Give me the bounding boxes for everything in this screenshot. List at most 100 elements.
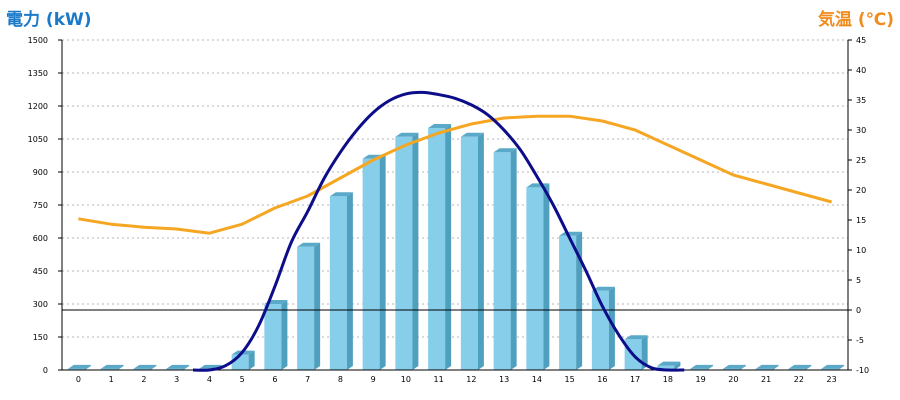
bar-top bbox=[493, 148, 517, 153]
x-tick-label: 12 bbox=[466, 375, 476, 384]
bar bbox=[559, 235, 577, 370]
left-tick-label: 0 bbox=[43, 366, 48, 375]
bar-side bbox=[543, 183, 550, 370]
left-tick-label: 150 bbox=[33, 333, 48, 342]
bar bbox=[657, 365, 675, 370]
bar-side bbox=[84, 364, 91, 370]
bar-top bbox=[100, 364, 124, 369]
x-tick-label: 8 bbox=[338, 375, 343, 384]
bar-side bbox=[477, 132, 484, 370]
temperature-line bbox=[78, 114, 833, 235]
x-tick-label: 7 bbox=[305, 375, 310, 384]
x-tick-label: 3 bbox=[174, 375, 179, 384]
bar-top bbox=[788, 364, 812, 369]
right-tick-label: 0 bbox=[856, 306, 861, 315]
bar-side bbox=[608, 286, 615, 370]
bar bbox=[231, 354, 249, 370]
bar-side bbox=[576, 231, 583, 370]
right-tick-label: 45 bbox=[856, 36, 866, 45]
bar-top bbox=[428, 124, 452, 128]
x-tick-label: 19 bbox=[696, 375, 706, 384]
left-tick-label: 1500 bbox=[28, 36, 48, 45]
x-tick-label: 21 bbox=[761, 375, 771, 384]
x-tick-label: 22 bbox=[794, 375, 804, 384]
left-axis-title: 電力 (kW) bbox=[6, 10, 92, 30]
left-tick-label: 1200 bbox=[28, 102, 48, 111]
bar-side bbox=[707, 364, 714, 370]
x-tick-label: 0 bbox=[76, 375, 81, 384]
right-tick-label: 20 bbox=[856, 186, 866, 195]
right-tick-label: 15 bbox=[856, 216, 866, 225]
bar bbox=[67, 368, 85, 370]
bar bbox=[493, 152, 511, 370]
bar-top bbox=[297, 242, 321, 247]
x-tick-label: 16 bbox=[597, 375, 607, 384]
bar-top bbox=[460, 132, 484, 137]
x-tick-label: 1 bbox=[109, 375, 114, 384]
tick-labels: 01503004506007509001050120013501500-10-5… bbox=[28, 36, 869, 384]
right-tick-label: 40 bbox=[856, 66, 866, 75]
bar-top bbox=[755, 364, 779, 369]
right-tick-label: -10 bbox=[856, 366, 869, 375]
power-curve-line bbox=[192, 90, 685, 372]
bar-side bbox=[248, 350, 255, 370]
bar-top bbox=[690, 364, 714, 369]
bar-top bbox=[657, 361, 681, 366]
bar-top bbox=[624, 335, 648, 340]
right-tick-label: 5 bbox=[856, 276, 861, 285]
bar bbox=[166, 368, 184, 370]
left-tick-label: 900 bbox=[33, 168, 48, 177]
bar-side bbox=[641, 335, 648, 370]
bar bbox=[460, 136, 478, 370]
bar-top bbox=[591, 286, 615, 291]
power-bars bbox=[67, 124, 845, 370]
right-tick-label: 25 bbox=[856, 156, 866, 165]
bar-side bbox=[412, 132, 419, 370]
bar bbox=[297, 246, 315, 370]
bar-side bbox=[379, 154, 386, 370]
bar-side bbox=[674, 361, 681, 370]
bar-top bbox=[67, 364, 91, 369]
bar-top bbox=[559, 231, 583, 236]
left-tick-label: 1350 bbox=[28, 69, 48, 78]
x-tick-label: 2 bbox=[141, 375, 146, 384]
left-tick-label: 300 bbox=[33, 300, 48, 309]
left-tick-label: 1050 bbox=[28, 135, 48, 144]
bar bbox=[526, 187, 544, 370]
bar-side bbox=[772, 364, 779, 370]
left-tick-label: 450 bbox=[33, 267, 48, 276]
bar-side bbox=[805, 364, 812, 370]
right-tick-label: -5 bbox=[856, 336, 864, 345]
bar-top bbox=[821, 364, 845, 369]
right-tick-label: 30 bbox=[856, 126, 866, 135]
bar-side bbox=[281, 300, 288, 370]
right-tick-label: 10 bbox=[856, 246, 866, 255]
bar bbox=[755, 368, 773, 370]
bar-top bbox=[133, 364, 157, 369]
x-tick-label: 13 bbox=[499, 375, 509, 384]
bar-side bbox=[346, 192, 353, 370]
bar-side bbox=[739, 364, 746, 370]
bar bbox=[362, 158, 380, 370]
x-tick-label: 11 bbox=[434, 375, 444, 384]
left-tick-label: 600 bbox=[33, 234, 48, 243]
grid-lines bbox=[62, 39, 848, 338]
x-tick-label: 5 bbox=[240, 375, 245, 384]
left-tick-label: 750 bbox=[33, 201, 48, 210]
x-tick-label: 20 bbox=[728, 375, 738, 384]
right-axis-title: 気温 (℃) bbox=[817, 10, 894, 30]
bar-top bbox=[329, 192, 353, 197]
x-tick-label: 10 bbox=[401, 375, 411, 384]
bar-top bbox=[166, 364, 190, 369]
bar-side bbox=[838, 364, 845, 370]
x-tick-label: 15 bbox=[565, 375, 575, 384]
bar bbox=[690, 368, 708, 370]
bar bbox=[100, 368, 118, 370]
x-tick-label: 6 bbox=[272, 375, 277, 384]
bar-side bbox=[510, 148, 517, 370]
bar-side bbox=[183, 364, 190, 370]
bar bbox=[788, 368, 806, 370]
bar-side bbox=[445, 124, 452, 370]
bar bbox=[133, 368, 151, 370]
